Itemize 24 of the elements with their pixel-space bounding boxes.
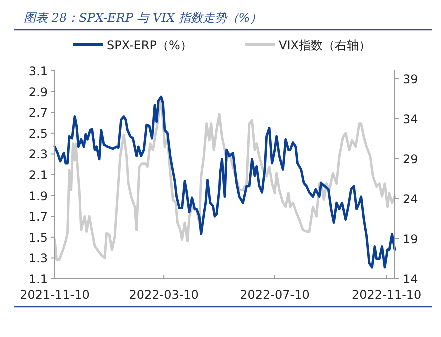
x-tick-label: 2021-11-10 — [20, 288, 90, 302]
y-tick-label: 1.3 — [28, 252, 48, 266]
y-tick-label: 2.3 — [28, 148, 48, 162]
y-tick-label: 3.1 — [28, 64, 48, 78]
y-tick-label: 1.9 — [28, 189, 48, 204]
legend-label: VIX指数（右轴） — [279, 38, 371, 52]
y-tick-label: 2.1 — [28, 168, 48, 182]
x-tick-label: 2022-07-10 — [240, 288, 310, 302]
x-tick-label: 2022-03-10 — [129, 288, 199, 302]
y-tick-label: 1.1 — [28, 272, 48, 286]
y2-tick-label: 19 — [403, 232, 418, 246]
y2-tick-label: 24 — [403, 192, 418, 206]
y-tick-label: 2.7 — [28, 106, 48, 120]
y-tick-label: 2.9 — [28, 85, 48, 100]
x-tick-label: 2022-11-10 — [352, 288, 422, 302]
y-tick-label: 1.5 — [28, 230, 48, 245]
y-tick-label: 2.5 — [28, 126, 48, 141]
y2-tick-label: 39 — [403, 72, 418, 86]
y2-tick-label: 14 — [403, 272, 418, 286]
chart-title: 图表 28：SPX-ERP 与 VIX 指数走势（%） — [24, 11, 262, 25]
y2-tick-label: 29 — [403, 152, 418, 166]
y2-tick-label: 34 — [403, 112, 418, 126]
y-tick-label: 1.7 — [28, 210, 48, 224]
legend-label: SPX-ERP（%） — [107, 38, 192, 52]
